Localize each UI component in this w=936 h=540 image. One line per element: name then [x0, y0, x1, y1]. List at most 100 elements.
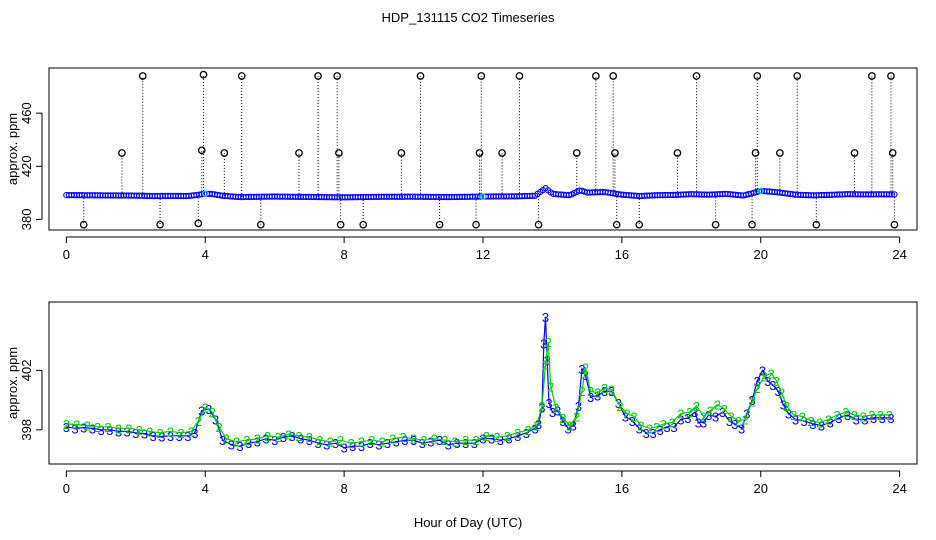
series-2-marker: 2: [582, 360, 589, 375]
series-2-marker: 2: [73, 418, 80, 433]
series-2-marker: 2: [400, 430, 407, 445]
top-panel: 0 4 8 12 16 20 24 380 420 460 approx. ppm: [5, 67, 918, 262]
spike-marker: [472, 220, 480, 229]
series-3-marker: 3: [445, 438, 452, 453]
series-2-marker: 2: [886, 408, 893, 423]
series-3-marker: 3: [861, 412, 868, 427]
series-2-marker: 2: [686, 405, 693, 420]
spike-marker: [753, 72, 762, 80]
series-2-marker: 2: [851, 408, 858, 423]
series-3-marker: 3: [63, 420, 70, 435]
bottom-x-tick-label: 24: [892, 481, 906, 496]
series-3-marker: 3: [691, 405, 698, 420]
series-point: [529, 192, 536, 199]
spike-marker: [692, 72, 701, 80]
series-3-marker: 3: [622, 409, 629, 424]
spike-marker: [475, 149, 484, 157]
series-3-marker: 3: [471, 436, 478, 451]
spike-marker: [314, 72, 322, 80]
series-3-marker: 3: [726, 414, 733, 429]
series-3-marker: 3: [245, 436, 252, 451]
bottom-x-tick-label: 12: [476, 481, 490, 496]
series-3-marker: 3: [759, 363, 766, 378]
series-2-marker: 2: [285, 427, 292, 442]
series-2-marker: 2: [834, 408, 841, 423]
series-2-marker: 2: [337, 433, 344, 448]
series-3-marker: 3: [775, 384, 782, 399]
series-3-marker: 3: [887, 411, 894, 426]
series-3-marker: 3: [818, 418, 825, 433]
series-3-marker: 3: [677, 412, 684, 427]
series-2-marker: 2: [630, 409, 637, 424]
series-2-marker: 2: [125, 421, 132, 436]
bottom-panel: 3 3 3 3 3 3 3 3 3 3 3 3 3 3 3 33 333 3 3 3 3 3 3 3 3 3 3 3 3 3 3 3 3 3 3 3 3…: [5, 301, 918, 496]
series-3-marker: 3: [297, 432, 304, 447]
series-2-marker: 2: [316, 433, 323, 448]
spike-marker: [612, 220, 621, 229]
series-3-marker: 3: [879, 411, 886, 426]
top-y-tick-label: 460: [19, 102, 34, 124]
spike-marker: [416, 72, 425, 80]
series-3-marker: 3: [97, 423, 104, 438]
series-3-marker: 3: [835, 411, 842, 426]
spike-marker: [890, 220, 899, 229]
series-2-marker: 2: [617, 399, 624, 414]
series-2-marker: 2: [195, 414, 202, 429]
series-2-marker: 2: [545, 335, 552, 350]
series-3-marker: 3: [341, 441, 348, 456]
series-2-marker: 2: [420, 433, 427, 448]
series-2-marker: 2: [156, 426, 163, 441]
series-3-marker: 3: [393, 435, 400, 450]
series-2-marker: 2: [483, 429, 490, 444]
series-3-marker: 3: [785, 406, 792, 421]
series-2-marker: 2: [275, 430, 282, 445]
series-3-marker: 3: [870, 411, 877, 426]
spike-marker: [477, 72, 486, 80]
series-2-marker: 2: [379, 435, 386, 450]
series-3-marker: 3: [792, 412, 799, 427]
x-axis-label: Hour of Day (UTC): [414, 515, 522, 530]
top-x-tick-label: 20: [754, 247, 768, 262]
series-2-marker: 2: [578, 384, 585, 399]
series-2-marker: 2: [721, 402, 728, 417]
spike-marker: [534, 220, 543, 229]
series-3-marker: 3: [262, 432, 269, 447]
series-2-marker: 2: [707, 403, 714, 418]
series-3-marker: 3: [801, 414, 808, 429]
series-point: [565, 191, 573, 199]
series-3-marker: 3: [719, 405, 726, 420]
series-3-marker: 3: [80, 421, 87, 436]
series-2-marker: 2: [389, 432, 396, 447]
series-3-marker: 3: [769, 378, 776, 393]
series-3-marker: 3: [594, 389, 601, 404]
spike-marker: [887, 72, 895, 80]
series-3-marker: 3: [124, 424, 131, 439]
series-3-marker: 3: [643, 426, 650, 441]
series-2-marker: 2: [264, 429, 271, 444]
series-3-marker: 3: [578, 362, 585, 377]
spike-marker: [220, 149, 229, 157]
series-3-marker: 3: [587, 390, 594, 405]
series-2-line: [66, 342, 890, 444]
series-3-marker: 3: [141, 427, 148, 442]
series-3-marker: 3: [844, 408, 851, 423]
top-y-axis-label: approx. ppm: [5, 113, 20, 185]
series-3-marker: 3: [150, 429, 157, 444]
spike-marker: [888, 149, 897, 157]
series-point-highlight: [202, 190, 209, 197]
series-2-marker: 2: [347, 436, 354, 451]
series-2-marker: 2: [816, 415, 823, 430]
series-3-marker: 3: [754, 374, 761, 389]
series-3-marker: 3: [271, 433, 278, 448]
series-2-marker: 2: [327, 435, 334, 450]
spike-marker: [868, 72, 876, 80]
series-3-marker: 3: [280, 430, 287, 445]
series-3-marker: 3: [410, 433, 417, 448]
series-3-marker: 3: [559, 414, 566, 429]
bottom-plot-frame: [48, 301, 918, 465]
spike-marker: [748, 220, 756, 229]
series-2-marker: 2: [660, 417, 667, 432]
series-3-marker: 3: [462, 436, 469, 451]
series-2-marker: 2: [669, 415, 676, 430]
series-point-highlight: [479, 193, 487, 200]
